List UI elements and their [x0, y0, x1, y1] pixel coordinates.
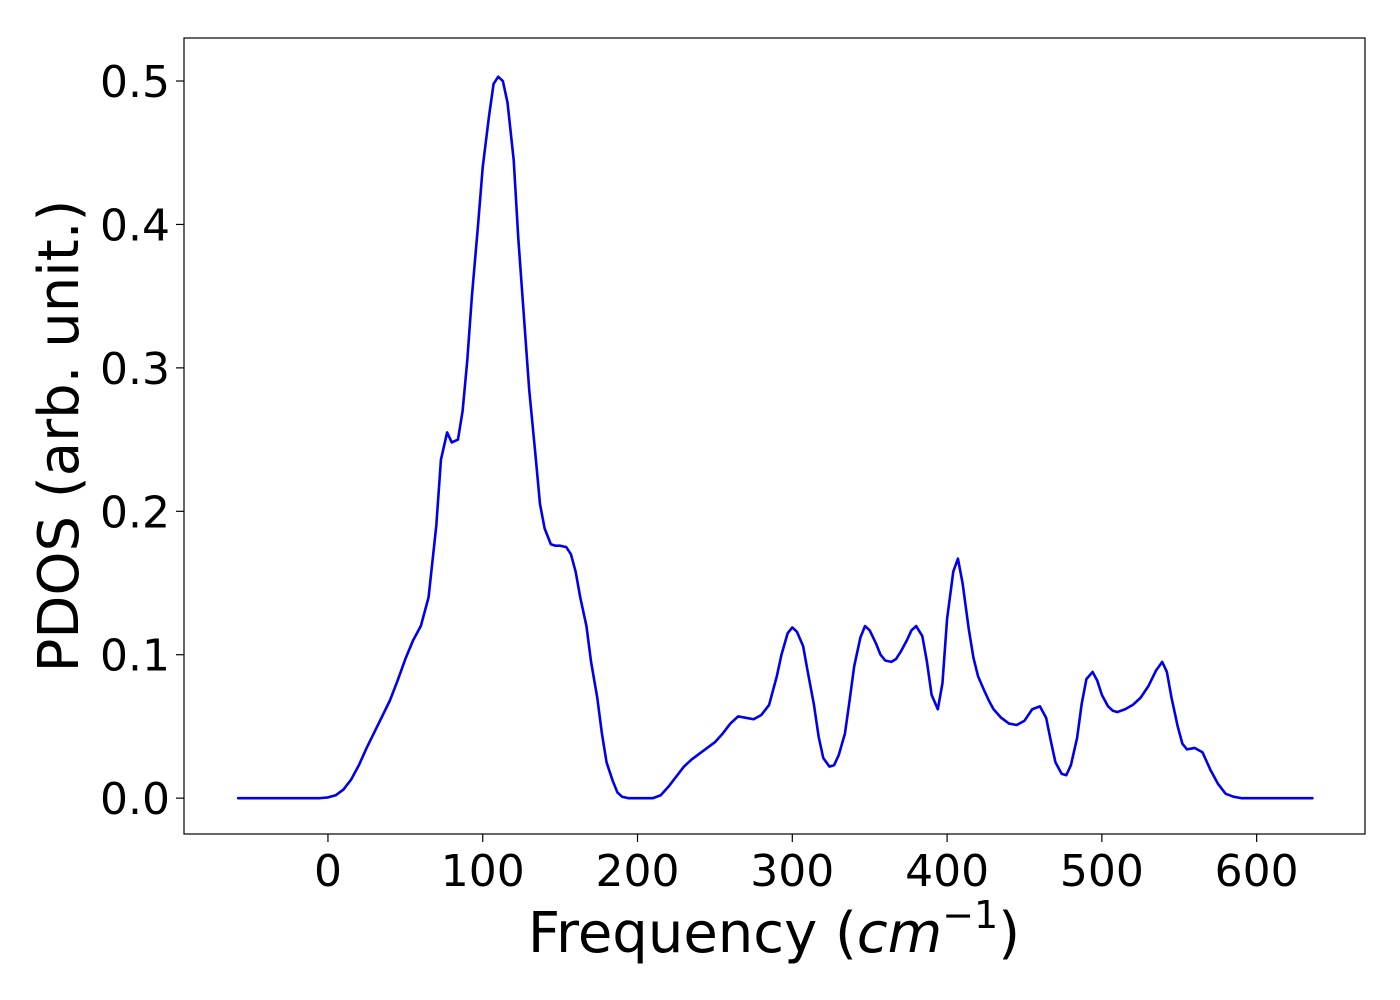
x-axis-title-suffix: )	[998, 901, 1020, 966]
x-axis-title: Frequency (cm−1)	[528, 893, 1020, 966]
y-tick-label: 0.5	[100, 57, 170, 108]
plot-frame	[183, 37, 1366, 835]
y-tick-label: 0.0	[100, 774, 170, 825]
x-tick-label: 200	[596, 846, 680, 897]
pdos-series-line	[236, 75, 1314, 800]
x-axis-title-prefix: Frequency (	[528, 901, 857, 966]
x-tick-label: 500	[1060, 846, 1144, 897]
x-tick-label: 400	[905, 846, 989, 897]
x-tick-label: 100	[441, 846, 525, 897]
y-axis-ticks: 0.0 0.1 0.2 0.3 0.4 0.5	[100, 57, 184, 825]
x-tick-label: 600	[1215, 846, 1299, 897]
y-tick-label: 0.4	[100, 200, 170, 251]
y-axis-title: PDOS (arb. unit.)	[27, 200, 92, 673]
y-tick-label: 0.3	[100, 344, 170, 395]
x-axis-title-exponent: −1	[942, 893, 998, 937]
x-axis-ticks: 0 100 200 300 400 500 600	[314, 834, 1299, 897]
x-tick-label: 300	[750, 846, 834, 897]
y-tick-label: 0.1	[100, 631, 170, 682]
x-axis-title-unit: cm	[857, 901, 942, 966]
y-tick-label: 0.2	[100, 487, 170, 538]
x-tick-label: 0	[314, 846, 342, 897]
plot-background	[184, 38, 1365, 834]
